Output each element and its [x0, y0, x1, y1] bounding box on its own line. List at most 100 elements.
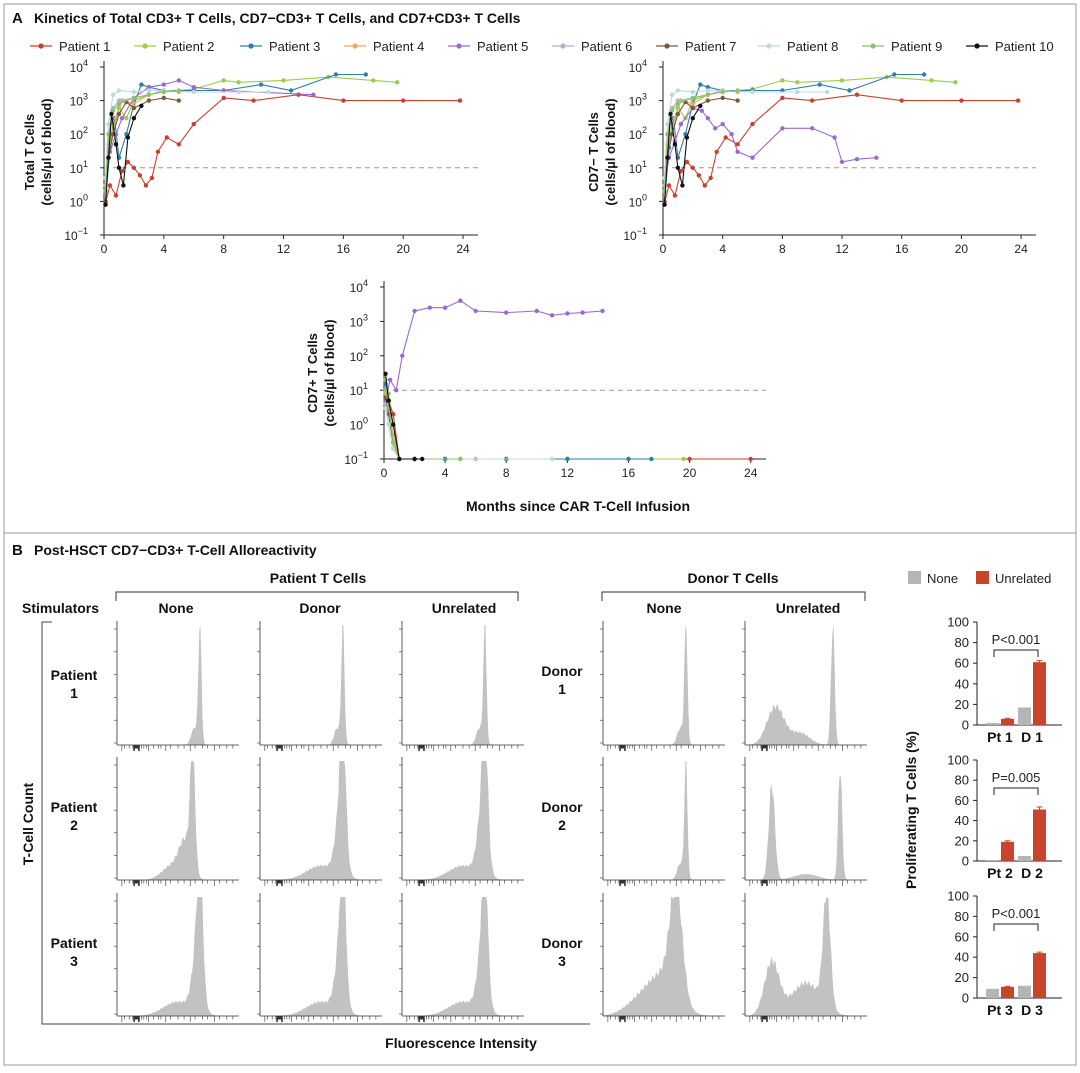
- legend-label-2: Patient 2: [163, 39, 214, 54]
- point-patient-10: [106, 155, 111, 160]
- point-patient-9: [116, 101, 122, 107]
- point-patient-8: [386, 422, 391, 427]
- legend-marker-5: [456, 43, 462, 49]
- point-patient-8: [750, 89, 755, 95]
- bar-legend-label-none: None: [927, 571, 958, 586]
- point-patient-1: [684, 159, 690, 165]
- point-patient-5: [119, 116, 125, 121]
- series-line-patient-1: [104, 94, 460, 204]
- point-patient-10: [386, 398, 391, 403]
- bar-d2-none: [1018, 855, 1031, 861]
- x-tick-label: 12: [835, 242, 849, 256]
- series-line-patient-8: [104, 89, 269, 178]
- point-patient-1: [125, 159, 131, 165]
- point-patient-5: [534, 308, 539, 314]
- point-patient-3: [705, 85, 710, 90]
- y-tick-label: 10−1: [344, 450, 368, 467]
- y-tick-label: 103: [350, 312, 368, 329]
- legend-label-9: Patient 9: [891, 39, 942, 54]
- point-patient-9: [458, 456, 463, 462]
- x-tick-label: 20: [955, 242, 969, 256]
- point-patient-8: [824, 89, 830, 95]
- row-label-patient-3: Patient 3: [51, 935, 98, 969]
- point-patient-8: [116, 88, 122, 93]
- col-donor-patient: Donor: [299, 600, 341, 616]
- bar-pt2-unrelated: [1001, 841, 1014, 861]
- point-patient-10: [139, 103, 144, 109]
- panel-a-x-axis-label: Months since CAR T-Cell Infusion: [466, 498, 690, 514]
- bar-pt3-none: [986, 988, 999, 998]
- x-tick-label: 16: [337, 242, 351, 256]
- point-patient-5: [146, 85, 152, 90]
- point-patient-5: [161, 82, 166, 87]
- bar-y-tick-label: 100: [947, 753, 969, 768]
- point-patient-1: [672, 193, 678, 198]
- col-none-donor: None: [647, 600, 682, 616]
- point-patient-3: [847, 88, 852, 93]
- point-patient-8: [383, 406, 388, 411]
- point-patient-1: [164, 135, 169, 140]
- x-tick-label: 4: [719, 242, 726, 256]
- y-tick-label: 101: [629, 159, 647, 176]
- point-patient-5: [854, 157, 860, 162]
- point-patient-5: [600, 308, 605, 314]
- y-tick-label: 101: [70, 159, 88, 176]
- y-tick-label: 101: [350, 381, 368, 398]
- series-line-patient-9: [663, 89, 738, 192]
- x-tick-label: 24: [456, 242, 470, 256]
- legend-label-4: Patient 4: [373, 39, 424, 54]
- point-patient-10: [103, 202, 108, 207]
- point-patient-2: [395, 80, 400, 85]
- point-patient-1: [113, 193, 119, 198]
- point-patient-5: [504, 310, 509, 315]
- y-tick-label: 102: [629, 125, 647, 142]
- legend-marker-10: [974, 43, 980, 49]
- point-patient-8: [191, 89, 196, 95]
- point-patient-1: [221, 95, 226, 101]
- legend-label-7: Patient 7: [685, 39, 736, 54]
- patient-t-cells-header: Patient T Cells: [270, 570, 367, 586]
- x-tick-label: 8: [779, 242, 786, 256]
- point-patient-10: [684, 135, 690, 140]
- point-patient-5: [780, 126, 785, 131]
- histogram-r2-c5: [745, 775, 867, 880]
- legend-label-3: Patient 3: [269, 39, 320, 54]
- proliferation-bar-charts: 0 20 40 60 80 100 Pt 1 D 1 P<0.001 0 20 40 60 80 100 Pt…: [947, 615, 1062, 1018]
- series-line-patient-6: [104, 89, 194, 186]
- y-tick-label: 104: [70, 58, 88, 75]
- x-tick-label: 12: [277, 242, 291, 256]
- t-cell-count-label: T-Cell Count: [20, 782, 36, 865]
- point-patient-7: [116, 111, 122, 117]
- bar-y-tick-label: 100: [947, 615, 969, 630]
- point-patient-9: [735, 88, 740, 93]
- point-patient-7: [720, 95, 725, 101]
- point-patient-7: [690, 105, 695, 111]
- point-patient-5: [458, 298, 463, 303]
- x-tick-label: 24: [744, 466, 758, 480]
- point-patient-3: [683, 132, 688, 137]
- point-patient-10: [116, 165, 122, 170]
- point-patient-3: [892, 72, 897, 77]
- point-patient-1: [131, 165, 137, 170]
- significance-bracket: [993, 923, 1039, 931]
- point-patient-2: [780, 78, 785, 83]
- point-patient-5: [473, 308, 478, 314]
- point-patient-1: [690, 165, 695, 170]
- legend-marker-8: [766, 43, 772, 49]
- point-patient-7: [161, 95, 166, 101]
- bar-y-tick-label: 0: [962, 991, 969, 1006]
- point-patient-5: [699, 108, 704, 113]
- svg-text:3: 3: [70, 953, 78, 969]
- series-line-patient-5: [104, 79, 314, 178]
- legend-marker-7: [664, 43, 670, 49]
- bar-y-tick-label: 100: [947, 889, 969, 904]
- point-patient-1: [251, 98, 256, 103]
- y-tick-label: 102: [350, 347, 368, 364]
- svg-text:Donor: Donor: [541, 935, 583, 951]
- panel-b-letter: B: [12, 542, 23, 559]
- point-patient-10: [690, 116, 695, 121]
- point-patient-9: [675, 101, 681, 107]
- point-patient-5: [412, 308, 417, 314]
- point-patient-1: [1015, 98, 1021, 103]
- histogram-r1-c2: [260, 625, 382, 745]
